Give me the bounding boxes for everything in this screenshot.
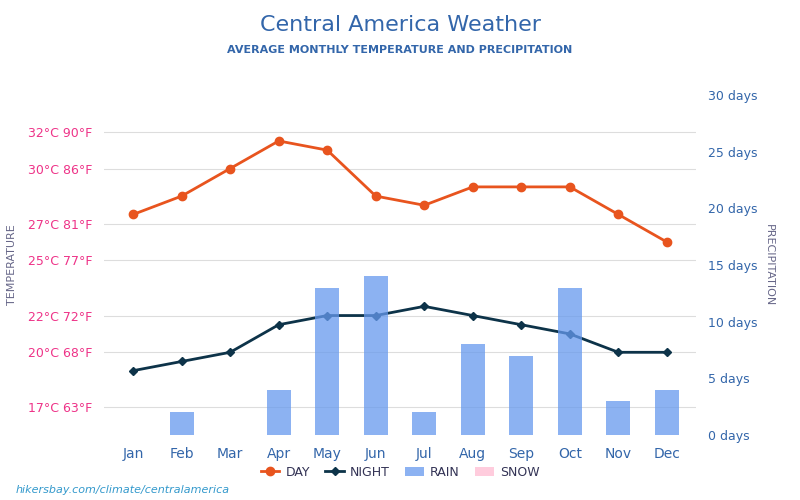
Y-axis label: PRECIPITATION: PRECIPITATION bbox=[764, 224, 774, 306]
Bar bbox=[606, 401, 630, 435]
Bar bbox=[509, 356, 534, 435]
Text: hikersbay.com/climate/centralamerica: hikersbay.com/climate/centralamerica bbox=[16, 485, 230, 495]
Bar bbox=[266, 390, 291, 435]
Bar bbox=[558, 288, 582, 435]
Bar bbox=[461, 344, 485, 435]
Text: Central America Weather: Central America Weather bbox=[259, 15, 541, 35]
Bar bbox=[170, 412, 194, 435]
Bar bbox=[364, 276, 388, 435]
Bar bbox=[654, 390, 679, 435]
Bar bbox=[315, 288, 339, 435]
Bar bbox=[412, 412, 436, 435]
Y-axis label: TEMPERATURE: TEMPERATURE bbox=[6, 224, 17, 306]
Text: AVERAGE MONTHLY TEMPERATURE AND PRECIPITATION: AVERAGE MONTHLY TEMPERATURE AND PRECIPIT… bbox=[227, 45, 573, 55]
Legend: DAY, NIGHT, RAIN, SNOW: DAY, NIGHT, RAIN, SNOW bbox=[256, 461, 544, 484]
